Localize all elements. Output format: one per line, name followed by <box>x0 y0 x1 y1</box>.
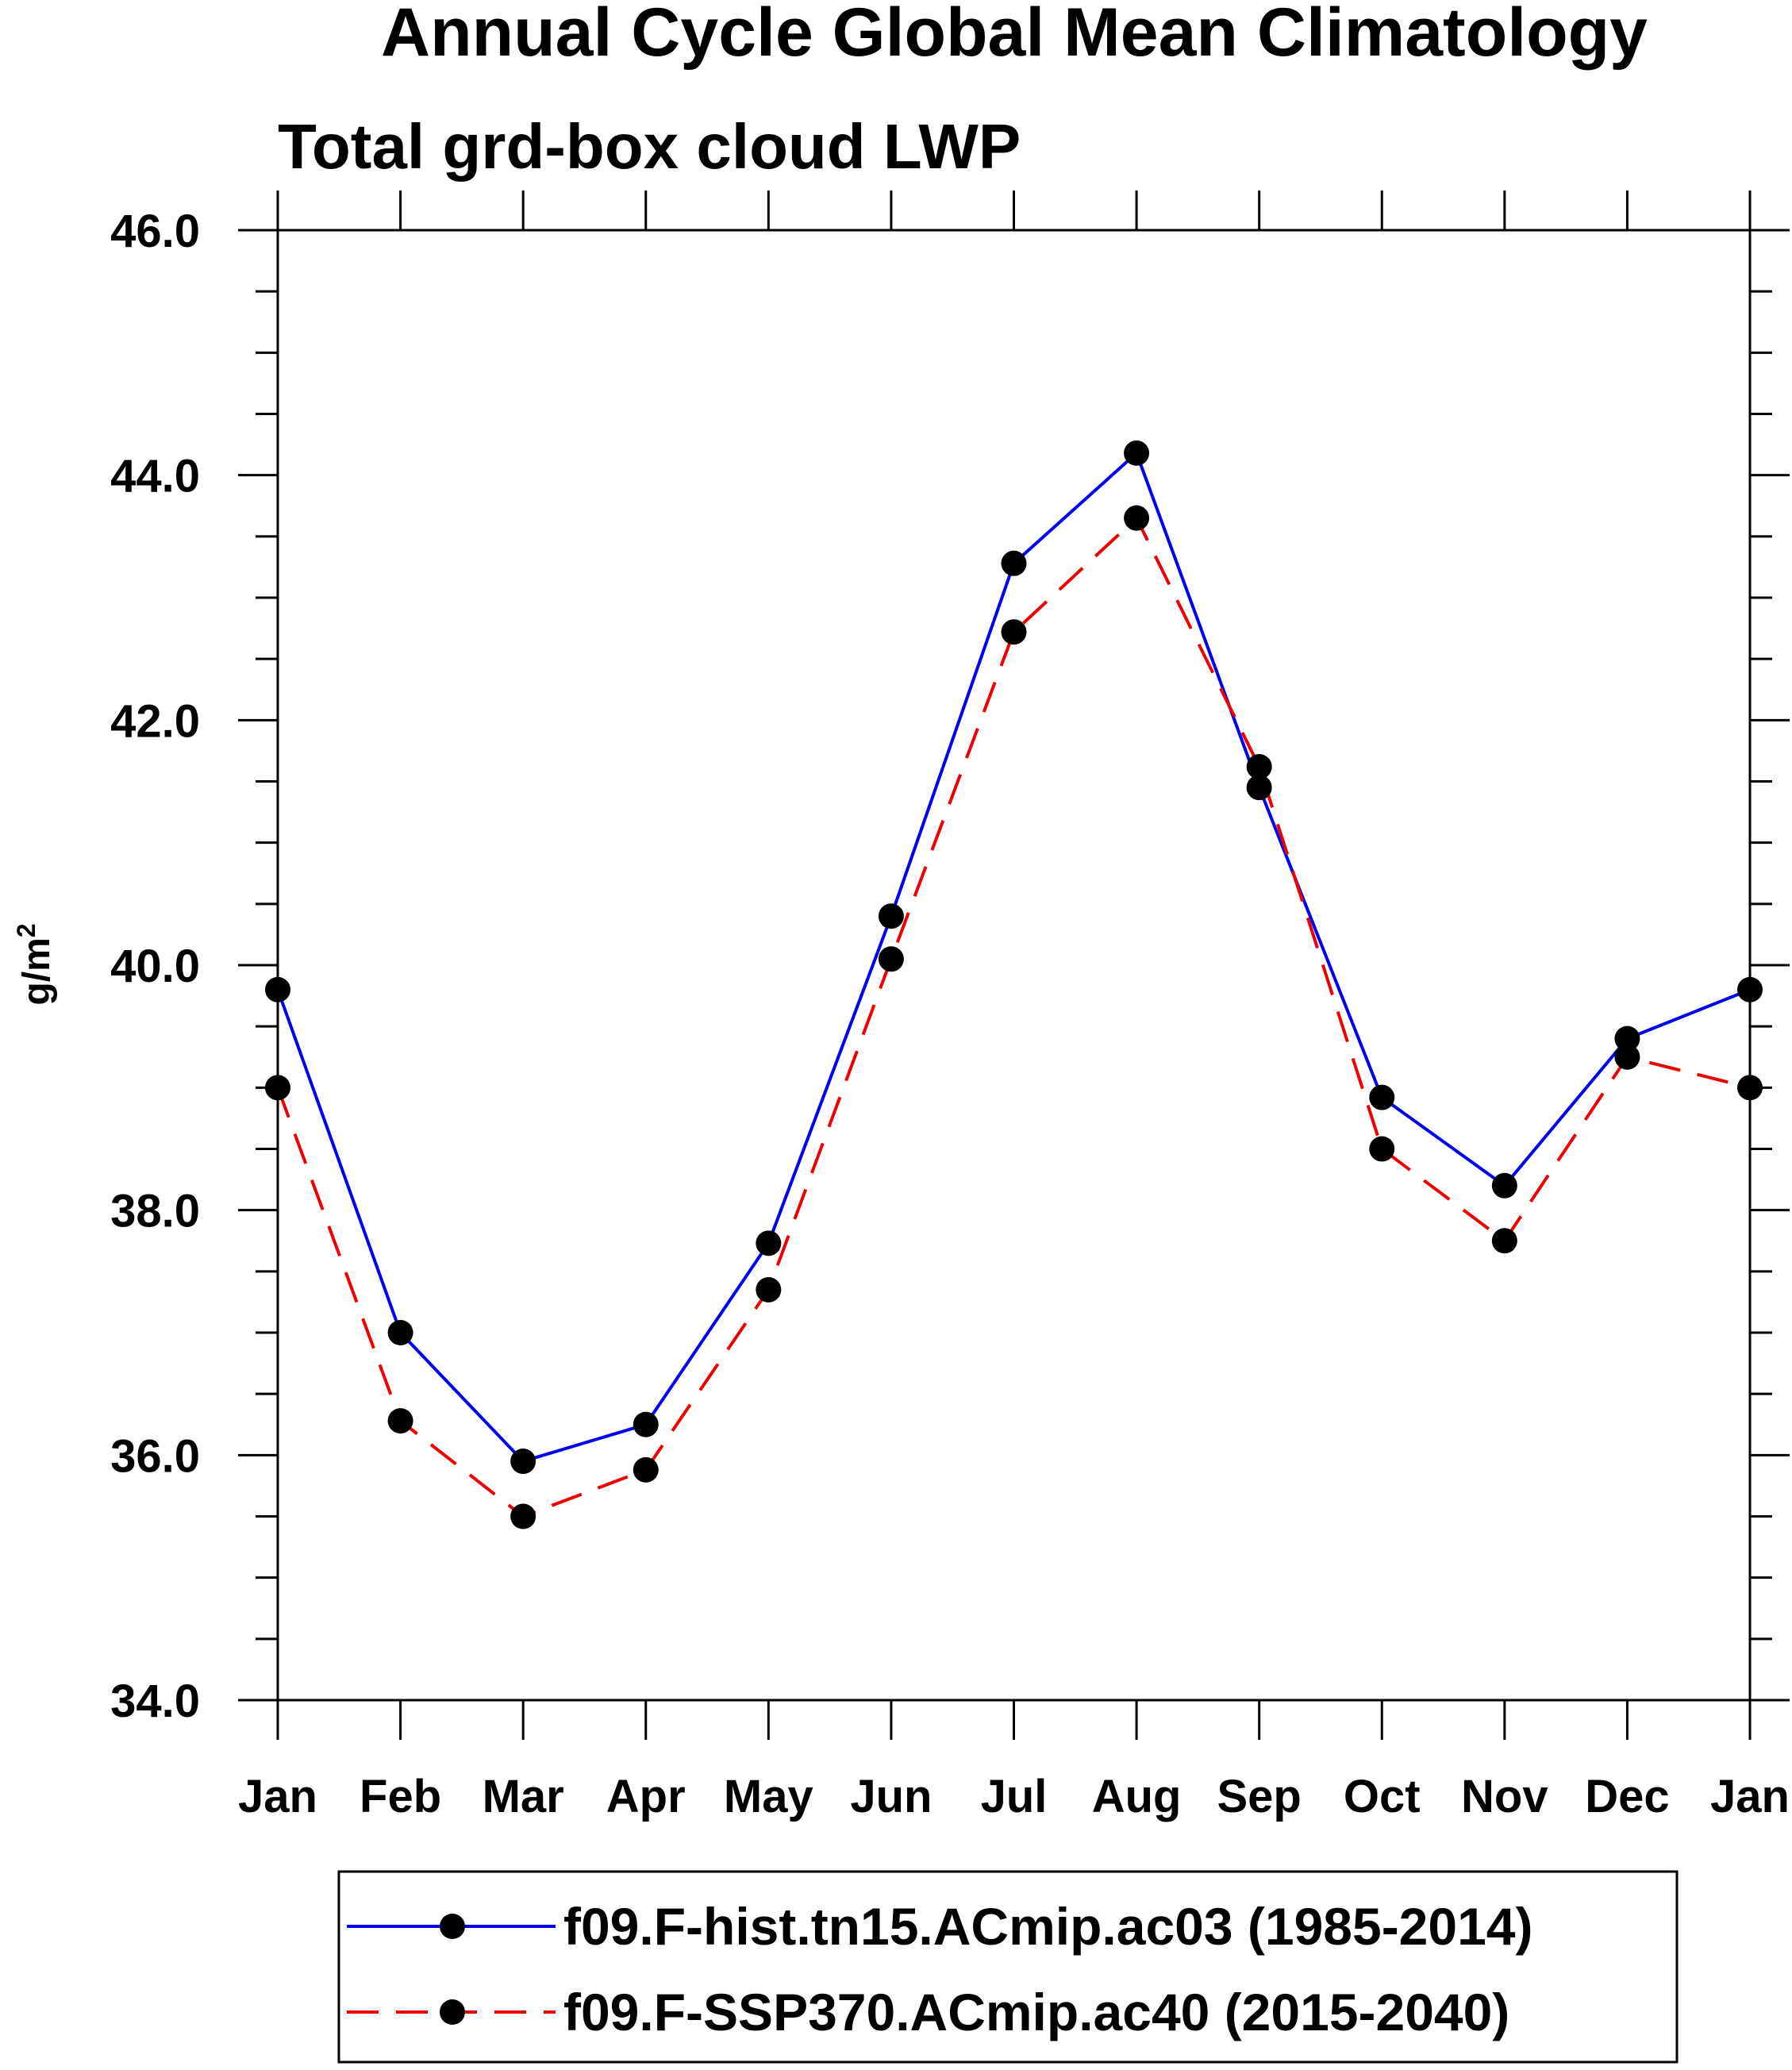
data-point-series-1 <box>633 1411 659 1437</box>
plot-frame <box>276 229 1752 1702</box>
data-point-series-2 <box>1001 619 1027 645</box>
legend-marker-2 <box>440 1999 465 2025</box>
data-point-series-1 <box>1246 775 1272 801</box>
y-tick-label: 40.0 <box>110 941 200 992</box>
x-tick-label: Aug <box>1092 1771 1182 1822</box>
data-point-series-1 <box>387 1320 413 1345</box>
x-tick-label: Jan <box>1710 1771 1790 1822</box>
x-tick-label: May <box>724 1771 813 1822</box>
data-point-series-1 <box>1124 440 1150 466</box>
data-point-series-1 <box>1737 976 1763 1002</box>
data-point-series-2 <box>1491 1228 1517 1254</box>
data-point-series-2 <box>756 1276 782 1302</box>
data-point-series-1 <box>1369 1084 1395 1110</box>
legend-box <box>337 1870 1679 2064</box>
data-point-series-1 <box>756 1230 782 1256</box>
x-tick-label: Jul <box>981 1771 1048 1822</box>
x-tick-label: Apr <box>606 1771 686 1822</box>
data-point-series-1 <box>878 903 904 929</box>
data-point-series-1 <box>1001 550 1027 576</box>
data-point-series-2 <box>1614 1044 1640 1070</box>
data-point-series-1 <box>1614 1025 1640 1052</box>
data-point-series-2 <box>1737 1075 1763 1101</box>
data-point-series-2 <box>510 1503 536 1529</box>
x-tick-label: Sep <box>1217 1771 1301 1822</box>
chart-title: Annual Cycle Global Mean Climatology <box>381 0 1648 71</box>
chart-subtitle: Total grd-box cloud LWP <box>278 111 1021 182</box>
y-tick-label: 34.0 <box>110 1676 200 1727</box>
legend-marker-1 <box>440 1914 465 1939</box>
x-tick-label: Feb <box>360 1771 441 1822</box>
legend-label-2: f09.F-SSP370.ACmip.ac40 (2015-2040) <box>563 1983 1509 2041</box>
y-axis-label: g/m2 <box>12 923 58 1005</box>
y-tick-label: 46.0 <box>110 206 200 257</box>
y-tick-label: 44.0 <box>110 451 200 502</box>
data-point-series-2 <box>1246 753 1272 779</box>
x-tick-label: Jan <box>238 1771 317 1822</box>
data-point-series-2 <box>633 1456 659 1483</box>
data-point-series-1 <box>265 976 290 1002</box>
x-tick-label: Nov <box>1461 1771 1548 1822</box>
data-point-series-2 <box>387 1408 413 1434</box>
x-tick-label: Oct <box>1344 1771 1421 1822</box>
data-point-series-1 <box>1491 1172 1517 1199</box>
y-tick-label: 36.0 <box>110 1430 200 1482</box>
x-tick-label: Jun <box>850 1771 932 1822</box>
legend: f09.F-hist.tn15.ACmip.ac03 (1985-2014) f0… <box>337 1870 1679 2064</box>
plot-area: 34.0 36.0 38.0 40.0 42.0 44.0 46.0 Jan Feb Mar Apr… <box>110 190 1790 1822</box>
series-line-1 <box>276 450 1751 1464</box>
data-point-series-2 <box>878 946 904 972</box>
data-point-series-2 <box>1124 505 1150 531</box>
series-line-2 <box>276 515 1751 1518</box>
data-point-series-2 <box>265 1075 290 1101</box>
x-tick-label: Dec <box>1585 1771 1669 1822</box>
data-point-series-1 <box>510 1449 536 1475</box>
data-point-series-2 <box>1369 1136 1395 1162</box>
y-tick-label: 38.0 <box>110 1186 200 1237</box>
legend-label-1: f09.F-hist.tn15.ACmip.ac03 (1985-2014) <box>563 1897 1532 1956</box>
y-tick-label: 42.0 <box>110 695 200 747</box>
x-tick-label: Mar <box>483 1771 564 1822</box>
